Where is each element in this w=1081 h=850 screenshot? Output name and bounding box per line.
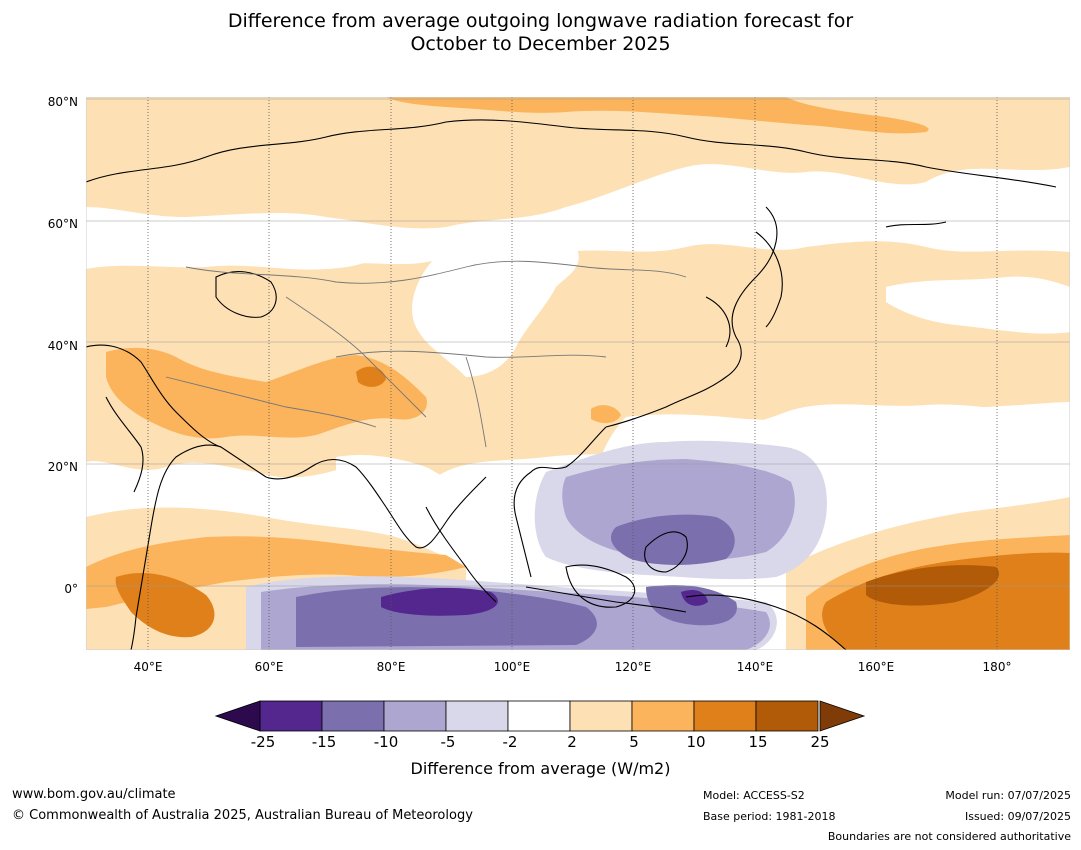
colorbar-cell [755, 700, 819, 732]
copyright-text: © Commonwealth of Australia 2025, Austra… [12, 808, 473, 823]
latitude-gridlines [86, 98, 1070, 587]
colorbar-tick-label: 2 [567, 733, 577, 751]
colorbar-cell [631, 700, 695, 732]
colorbar-tick-label: 10 [686, 733, 706, 751]
colorbar-cell [321, 700, 385, 732]
disclaimer-text: Boundaries are not considered authoritat… [827, 830, 1071, 843]
colorbar-cell [507, 700, 571, 732]
lon-label-180: 180° [982, 660, 1012, 674]
colorbar-cell [383, 700, 447, 732]
anomaly-neg15-neg25-regions [381, 587, 708, 616]
colorbar-cell [693, 700, 757, 732]
lon-label-160e: 160°E [857, 660, 895, 674]
lon-label-80e: 80°E [376, 660, 406, 674]
colorbar-tick-label: -10 [373, 733, 399, 751]
model-text: Model: ACCESS-S2 [703, 789, 805, 802]
lon-label-40e: 40°E [133, 660, 163, 674]
lat-label-0: 0° [64, 582, 78, 596]
colorbar-tick-label: 15 [748, 733, 768, 751]
coastlines [86, 119, 1057, 650]
lat-label-60n: 60°N [47, 217, 78, 231]
chart-title: Difference from average outgoing longwav… [0, 10, 1081, 56]
title-line-2: October to December 2025 [410, 33, 671, 55]
colorbar-tick-label: -2 [502, 733, 518, 751]
lon-label-60e: 60°E [254, 660, 284, 674]
lat-label-40n: 40°N [47, 339, 78, 353]
ocean-land-anomaly-map [86, 97, 1070, 650]
anomaly-15-25-region [866, 565, 1000, 606]
lat-label-80n: 80°N [47, 95, 78, 109]
map-frame [86, 97, 1070, 650]
colorbar-tick-label: -25 [250, 733, 276, 751]
colorbar-label: Difference from average (W/m2) [410, 759, 671, 778]
lon-label-100e: 100°E [493, 660, 531, 674]
website-link[interactable]: www.bom.gov.au/climate [12, 787, 176, 802]
issued-text: Issued: 09/07/2025 [964, 810, 1071, 823]
title-line-1: Difference from average outgoing longwav… [227, 10, 854, 32]
model-run-text: Model run: 07/07/2025 [945, 789, 1071, 802]
base-period-text: Base period: 1981-2018 [703, 810, 836, 823]
colorbar-cell [259, 700, 323, 732]
colorbar-cell [569, 700, 633, 732]
colorbar-tick-label: 25 [810, 733, 830, 751]
colorbar [215, 700, 866, 732]
lat-label-20n: 20°N [47, 460, 78, 474]
colorbar-tick-label: -15 [311, 733, 337, 751]
colorbar-cell [445, 700, 509, 732]
colorbar-tick-label: 5 [629, 733, 639, 751]
colorbar-tick-label: -5 [440, 733, 456, 751]
country-borders [165, 260, 687, 448]
lon-label-140e: 140°E [736, 660, 774, 674]
lon-label-120e: 120°E [614, 660, 652, 674]
colorbar-low-extension-triangle [215, 700, 261, 732]
colorbar-high-extension-triangle [819, 700, 866, 732]
